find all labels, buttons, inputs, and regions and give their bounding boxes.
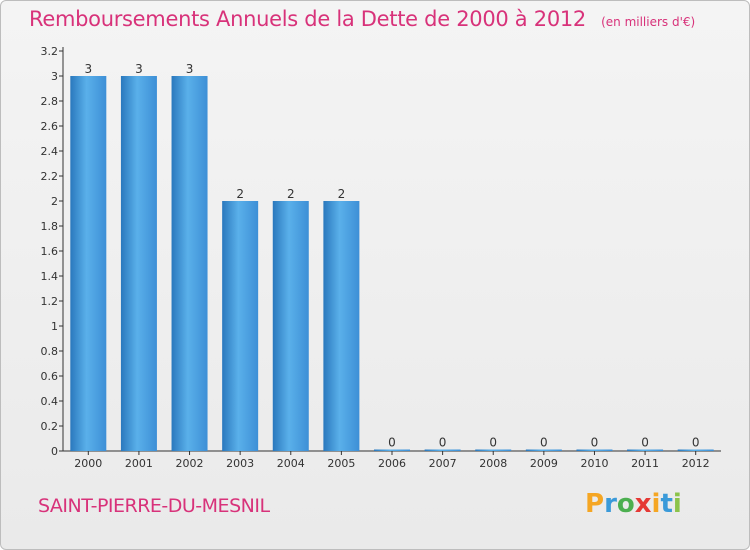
data-label-2002: 3	[186, 62, 194, 76]
y-tick-label: 2	[51, 195, 58, 208]
data-label-2012: 0	[692, 436, 700, 450]
logo-letter: i	[672, 489, 682, 519]
bar-2006	[374, 449, 410, 451]
logo-letter: t	[660, 489, 673, 519]
bar-2011	[627, 449, 664, 451]
x-tick-label: 2005	[327, 457, 355, 470]
chart-title: Remboursements Annuels de la Dette de 20…	[29, 7, 586, 31]
y-tick-label: 0	[51, 445, 58, 458]
logo-letter: o	[616, 489, 635, 519]
data-label-2003: 2	[236, 187, 244, 201]
x-tick-label: 2006	[378, 457, 406, 470]
title-row: Remboursements Annuels de la Dette de 20…	[29, 7, 695, 31]
bar-2002	[171, 76, 208, 451]
data-label-2004: 2	[287, 187, 295, 201]
y-tick-label: 1.4	[41, 270, 59, 283]
bar-2003	[222, 201, 259, 451]
bar-2010	[576, 449, 613, 451]
logo-letter: P	[585, 489, 605, 519]
data-label-2010: 0	[591, 436, 599, 450]
y-tick-label: 2.4	[41, 145, 59, 158]
x-tick-label: 2001	[125, 457, 153, 470]
data-label-2000: 3	[84, 62, 92, 76]
x-tick-label: 2010	[580, 457, 608, 470]
bar-2005	[323, 201, 360, 451]
y-tick-label: 1.8	[41, 220, 59, 233]
data-label-2011: 0	[641, 436, 649, 450]
commune-name: SAINT-PIERRE-DU-MESNIL	[38, 495, 270, 517]
x-tick-label: 2000	[74, 457, 102, 470]
data-label-2007: 0	[439, 436, 447, 450]
y-tick-label: 2.6	[41, 120, 59, 133]
logo-letter: r	[604, 489, 617, 519]
y-tick-label: 1.6	[41, 245, 59, 258]
y-tick-label: 0.8	[41, 345, 59, 358]
x-tick-label: 2012	[682, 457, 710, 470]
x-tick-label: 2003	[226, 457, 254, 470]
y-tick-label: 0.4	[41, 395, 59, 408]
data-label-2001: 3	[135, 62, 143, 76]
bar-2008	[475, 449, 512, 451]
y-axis: 0 0.2 0.4 0.6 0.8 1 1.2 1.4 1.6 1.8 2 2.2 2.4 2.6 2.8 3…	[41, 45, 64, 458]
bar-chart: 0 0.2 0.4 0.6 0.8 1 1.2 1.4 1.6 1.8 2 2.2 2.4 2.6 2.8 3…	[41, 45, 721, 470]
data-label-2009: 0	[540, 436, 548, 450]
y-tick-label: 2.8	[41, 95, 59, 108]
logo-letter: x	[634, 489, 652, 519]
x-axis: 2000 2001 2002 2003 2004 2005 2006 2007 2008 2009…	[63, 450, 721, 470]
bars	[70, 76, 714, 451]
y-tick-label: 1.2	[41, 295, 59, 308]
x-tick-label: 2007	[429, 457, 457, 470]
y-tick-label: 0.6	[41, 370, 59, 383]
x-tick-label: 2002	[176, 457, 204, 470]
y-tick-label: 3.2	[41, 45, 59, 58]
bar-2009	[525, 449, 562, 451]
y-tick-label: 0.2	[41, 420, 59, 433]
data-label-2005: 2	[338, 187, 346, 201]
x-tick-label: 2011	[631, 457, 659, 470]
bar-2004	[272, 201, 309, 451]
bar-2012	[677, 449, 714, 451]
x-tick-label: 2009	[530, 457, 558, 470]
y-tick-label: 1	[51, 320, 58, 333]
bar-2007	[424, 449, 461, 451]
x-tick-label: 2004	[277, 457, 305, 470]
y-tick-label: 2.2	[41, 170, 59, 183]
x-tick-label: 2008	[479, 457, 507, 470]
proxiti-logo[interactable]: Proxiti	[585, 489, 682, 519]
y-tick-label: 3	[51, 70, 58, 83]
bar-2000	[70, 76, 107, 451]
data-labels: 3 3 3 2 2 2 0 0 0 0 0 0 0	[84, 62, 699, 450]
data-label-2006: 0	[388, 436, 396, 450]
data-label-2008: 0	[489, 436, 497, 450]
bar-2001	[120, 76, 157, 451]
chart-subtitle: (en milliers d'€)	[601, 15, 696, 29]
logo-letter: i	[651, 489, 661, 519]
